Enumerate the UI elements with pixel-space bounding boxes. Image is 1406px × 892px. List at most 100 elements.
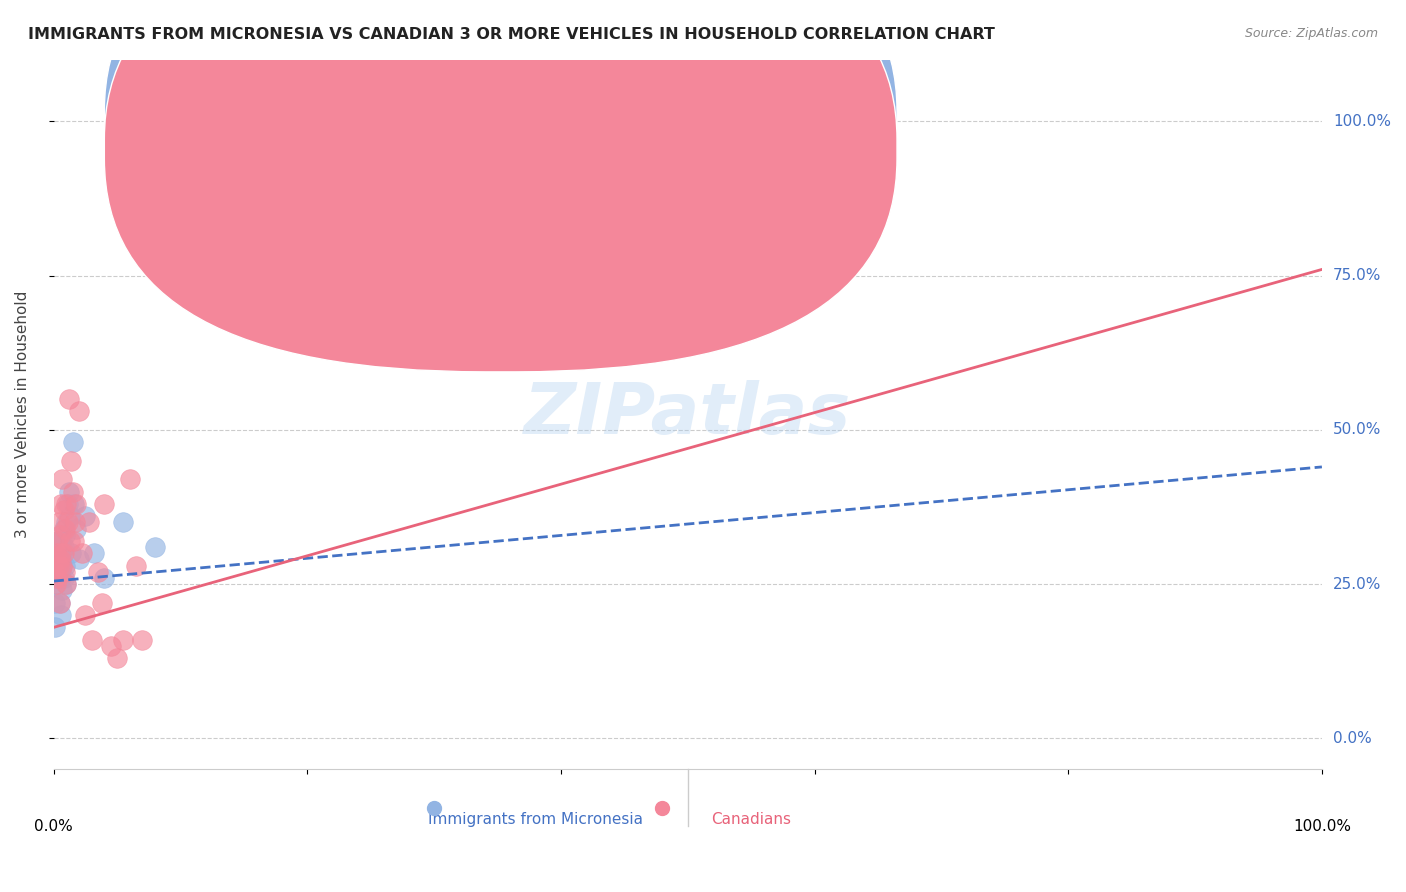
Point	[65, 497, 87, 511]
Text: 75.0%: 75.0%	[1333, 268, 1381, 283]
Point	[52, 503, 75, 517]
Point	[90, 596, 112, 610]
Point	[80, 632, 103, 647]
Point	[52, 571, 75, 585]
Point	[125, 558, 148, 573]
Point	[46, 533, 69, 548]
FancyBboxPatch shape	[104, 0, 897, 372]
Point	[63, 533, 86, 548]
Point	[70, 546, 93, 560]
Point	[51, 583, 73, 598]
Point	[87, 565, 110, 579]
Point	[46, 546, 69, 560]
Point	[131, 632, 153, 647]
Point	[62, 484, 84, 499]
Point	[46, 571, 69, 585]
Point	[51, 533, 73, 548]
Point	[100, 639, 122, 653]
Text: Immigrants from Micronesia: Immigrants from Micronesia	[427, 812, 643, 827]
Point	[49, 596, 72, 610]
Point	[51, 472, 73, 486]
Point	[44, 596, 66, 610]
Point	[51, 558, 73, 573]
Point	[118, 472, 141, 486]
Point	[58, 392, 80, 406]
Point	[59, 509, 82, 524]
Text: 25.0%: 25.0%	[1333, 576, 1381, 591]
Point	[63, 497, 86, 511]
Point	[52, 522, 75, 536]
Point	[49, 552, 72, 566]
Point	[44, 620, 66, 634]
Point	[48, 558, 70, 573]
Point	[44, 565, 66, 579]
Point	[55, 577, 77, 591]
Point	[49, 596, 72, 610]
Text: Source: ZipAtlas.com: Source: ZipAtlas.com	[1244, 27, 1378, 40]
FancyBboxPatch shape	[460, 81, 839, 194]
Point	[112, 516, 135, 530]
Point	[52, 546, 75, 560]
Point	[53, 565, 76, 579]
Point	[59, 533, 82, 548]
Point	[56, 516, 79, 530]
Text: Canadians: Canadians	[711, 812, 792, 827]
Point	[48, 546, 70, 560]
Point	[51, 546, 73, 560]
Text: ZIPatlas: ZIPatlas	[524, 380, 852, 449]
Point	[53, 558, 76, 573]
Point	[45, 558, 67, 573]
Point	[65, 522, 87, 536]
Point	[53, 528, 76, 542]
Point	[146, 114, 169, 128]
Point	[163, 262, 186, 277]
Text: 50.0%: 50.0%	[1333, 423, 1381, 437]
Text: 0.0%: 0.0%	[34, 819, 73, 834]
FancyBboxPatch shape	[104, 0, 897, 343]
Point	[77, 516, 100, 530]
Point	[75, 607, 97, 622]
Text: 100.0%: 100.0%	[1294, 819, 1351, 834]
Point	[56, 497, 79, 511]
Point	[45, 577, 67, 591]
Text: R =  0.488   N = 44: R = 0.488 N = 44	[523, 139, 713, 157]
Point	[48, 516, 70, 530]
Point	[62, 435, 84, 450]
Point	[53, 522, 76, 536]
Point	[45, 546, 67, 560]
Point	[67, 552, 90, 566]
Point	[60, 454, 83, 468]
Point	[52, 540, 75, 554]
Point	[112, 632, 135, 647]
Point	[51, 540, 73, 554]
Point	[51, 571, 73, 585]
Point	[55, 497, 77, 511]
Point	[45, 577, 67, 591]
Text: IMMIGRANTS FROM MICRONESIA VS CANADIAN 3 OR MORE VEHICLES IN HOUSEHOLD CORRELATI: IMMIGRANTS FROM MICRONESIA VS CANADIAN 3…	[28, 27, 995, 42]
Point	[51, 607, 73, 622]
Point	[51, 546, 73, 560]
Point	[75, 509, 97, 524]
Point	[93, 571, 115, 585]
Point	[55, 516, 77, 530]
Point	[51, 558, 73, 573]
Point	[60, 546, 83, 560]
Point	[67, 404, 90, 418]
Point	[48, 571, 70, 585]
Point	[49, 533, 72, 548]
Text: 0.0%: 0.0%	[1333, 731, 1372, 746]
Point	[49, 565, 72, 579]
Point	[143, 540, 166, 554]
Point	[46, 571, 69, 585]
Point	[105, 651, 128, 665]
Point	[49, 528, 72, 542]
Point	[83, 546, 105, 560]
Point	[44, 565, 66, 579]
Point	[51, 552, 73, 566]
Y-axis label: 3 or more Vehicles in Household: 3 or more Vehicles in Household	[15, 291, 30, 538]
Point	[63, 516, 86, 530]
Point	[46, 552, 69, 566]
Point	[58, 484, 80, 499]
Point	[49, 558, 72, 573]
Text: R =  0.118   N = 44: R = 0.118 N = 44	[523, 111, 713, 129]
